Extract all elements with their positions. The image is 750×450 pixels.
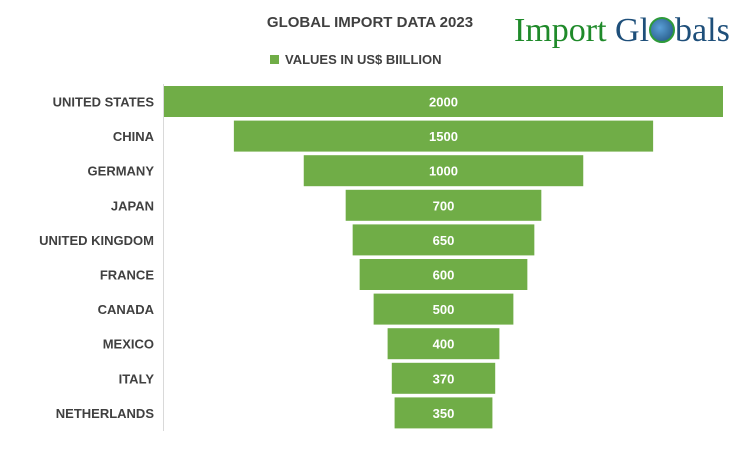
data-label: 500 bbox=[433, 302, 455, 317]
chart-title: GLOBAL IMPORT DATA 2023 bbox=[266, 14, 474, 31]
funnel-bar bbox=[345, 189, 542, 221]
data-label: 350 bbox=[433, 406, 455, 421]
category-label: MEXICO bbox=[103, 337, 154, 352]
category-label: JAPAN bbox=[111, 198, 154, 213]
funnel-bar bbox=[303, 155, 584, 187]
category-label: NETHERLANDS bbox=[56, 406, 155, 421]
category-label: UNITED KINGDOM bbox=[39, 233, 154, 248]
legend-swatch bbox=[270, 55, 279, 64]
category-label: CHINA bbox=[113, 129, 155, 144]
funnel-bar bbox=[164, 86, 723, 117]
data-label: 1000 bbox=[429, 164, 458, 179]
funnel-bar bbox=[352, 224, 535, 256]
category-label: ITALY bbox=[119, 371, 155, 386]
legend-label: VALUES IN US$ BIILLION bbox=[285, 52, 442, 67]
globe-icon bbox=[649, 17, 676, 43]
funnel-bar bbox=[387, 328, 500, 360]
data-label: 370 bbox=[433, 371, 455, 386]
funnel-bar bbox=[233, 120, 654, 152]
data-label: 700 bbox=[433, 198, 455, 213]
funnel-bar bbox=[359, 259, 528, 290]
category-label: UNITED STATES bbox=[53, 95, 155, 110]
funnel-bar bbox=[391, 362, 496, 394]
data-label: 2000 bbox=[429, 95, 458, 110]
category-label: FRANCE bbox=[100, 268, 154, 283]
funnel-bar bbox=[394, 397, 493, 429]
data-label: 1500 bbox=[429, 129, 458, 144]
import-globals-logo: Import Gl bals bbox=[514, 12, 730, 49]
category-label: GERMANY bbox=[88, 164, 155, 179]
data-label: 650 bbox=[433, 233, 455, 248]
category-label: CANADA bbox=[98, 302, 155, 317]
funnel-bar bbox=[373, 293, 514, 325]
data-label: 600 bbox=[433, 268, 455, 283]
legend: VALUES IN US$ BIILLION bbox=[270, 52, 442, 67]
data-label: 400 bbox=[433, 337, 455, 352]
